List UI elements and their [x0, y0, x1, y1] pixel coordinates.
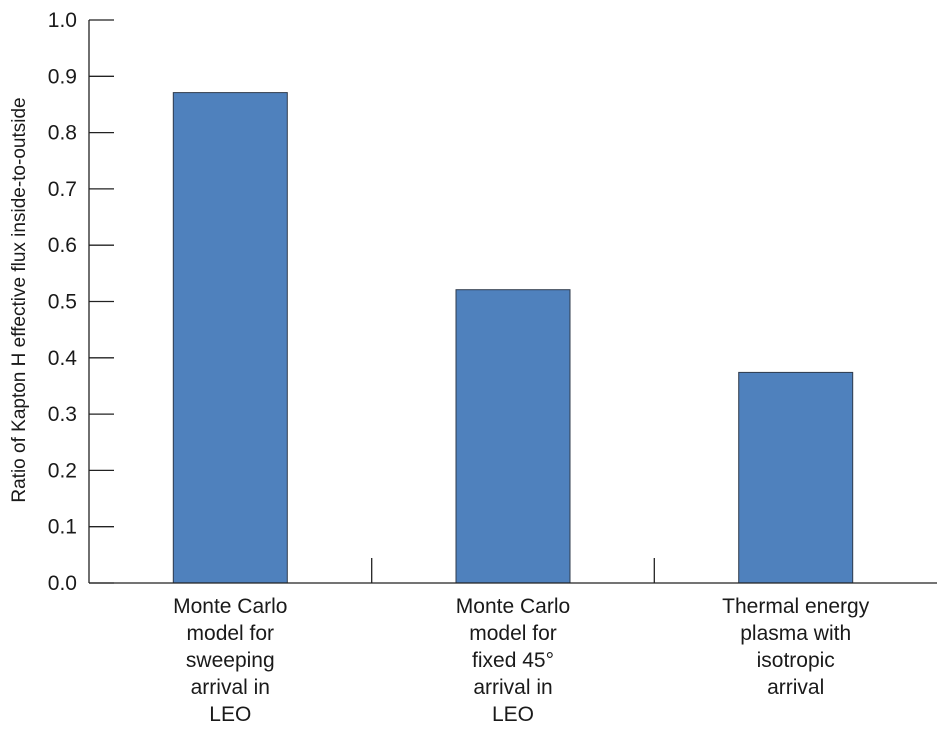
- y-tick-label: 0.6: [48, 234, 77, 257]
- y-tick-label: 0.8: [48, 122, 77, 145]
- y-tick-label: 0.4: [48, 347, 78, 370]
- bars-layer: [172, 92, 854, 584]
- bar-2: [455, 289, 571, 584]
- y-axis-title-group: Ratio of Kapton H effective flux inside-…: [9, 97, 30, 502]
- x-category-label: Monte Carlo model for sweeping arrival in LE…: [173, 595, 287, 726]
- bar-1: [172, 92, 288, 584]
- y-tick-label: 0.0: [48, 572, 77, 595]
- category-labels-layer: Monte Carlo model for sweeping arrival in LE…: [173, 595, 870, 726]
- y-tick-label: 1.0: [48, 9, 77, 32]
- y-ticks-layer: 0.0 0.1 0.2 0.3 0.4 0.5 0.6 0.7 0.8 0.9 1.0: [48, 9, 114, 595]
- x-category-label: Monte Carlo model for fixed 45° arrival in L…: [456, 595, 570, 726]
- y-tick-label: 0.3: [48, 403, 77, 426]
- y-tick-label: 0.2: [48, 459, 77, 482]
- bar-3: [738, 371, 854, 584]
- y-tick-label: 0.5: [48, 291, 77, 314]
- y-tick-label: 0.7: [48, 178, 77, 201]
- y-axis-title: Ratio of Kapton H effective flux inside-…: [9, 97, 30, 502]
- y-tick-label: 0.1: [48, 516, 77, 539]
- x-category-label: Thermal energy plasma with isotropic arriva…: [722, 595, 870, 699]
- y-tick-label: 0.9: [48, 65, 77, 88]
